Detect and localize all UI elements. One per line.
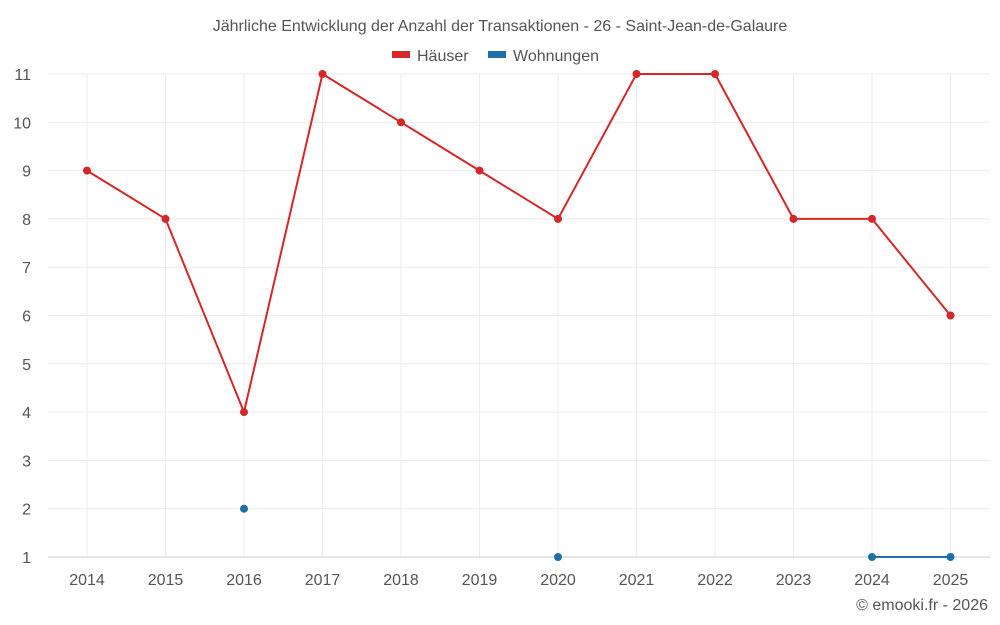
legend-label: Häuser xyxy=(417,48,469,65)
data-point xyxy=(946,553,955,561)
x-tick-label: 2017 xyxy=(305,572,341,589)
x-tick-label: 2022 xyxy=(697,572,733,589)
legend-item[interactable]: Häuser xyxy=(392,48,469,65)
y-tick-label: 4 xyxy=(22,405,31,422)
credit-text: © emooki.fr - 2026 xyxy=(856,597,988,614)
data-point xyxy=(554,214,562,223)
x-tick-label: 2016 xyxy=(226,572,262,589)
x-tick-label: 2019 xyxy=(462,572,498,589)
x-tick-label: 2018 xyxy=(383,572,419,589)
data-point xyxy=(83,166,91,175)
data-point xyxy=(632,70,641,78)
legend-item[interactable]: Wohnungen xyxy=(488,48,599,65)
x-tick-label: 2023 xyxy=(776,572,812,589)
series-1 xyxy=(240,504,955,561)
data-point xyxy=(946,311,955,320)
y-tick-label: 5 xyxy=(22,357,31,374)
y-tick-label: 9 xyxy=(22,164,31,181)
y-tick-label: 10 xyxy=(13,115,31,132)
x-tick-label: 2020 xyxy=(540,572,576,589)
y-tick-label: 6 xyxy=(22,309,31,326)
axes: 1 2 3 4 5 6 7 8 9 10 11 2014 2015 2016 2017 2018 2019 202… xyxy=(13,67,990,589)
chart-title: Jährliche Entwicklung der Anzahl der Tra… xyxy=(213,18,788,35)
data-point xyxy=(554,553,562,561)
data-point xyxy=(161,214,170,223)
data-point xyxy=(711,70,719,78)
data-point xyxy=(240,408,248,417)
x-tick-label: 2021 xyxy=(619,572,655,589)
x-tick-label: 2014 xyxy=(69,572,105,589)
y-tick-label: 8 xyxy=(22,212,31,229)
x-tick-label: 2015 xyxy=(148,572,184,589)
series-line xyxy=(86,72,952,416)
y-tick-label: 2 xyxy=(22,502,31,519)
y-tick-label: 3 xyxy=(22,453,31,470)
y-tick-label: 7 xyxy=(22,260,31,277)
data-point xyxy=(868,553,876,561)
data-point xyxy=(397,118,405,127)
legend: Häuser Wohnungen xyxy=(392,48,599,65)
data-point xyxy=(789,214,798,223)
data-point xyxy=(318,70,327,78)
series-0 xyxy=(83,70,955,417)
series-group xyxy=(83,70,955,561)
grid xyxy=(48,73,990,558)
data-point xyxy=(240,504,248,513)
legend-swatch xyxy=(392,51,410,58)
y-tick-label: 11 xyxy=(14,67,31,84)
x-tick-label: 2024 xyxy=(854,572,890,589)
legend-label: Wohnungen xyxy=(513,48,599,65)
x-tick-label: 2025 xyxy=(933,572,969,589)
legend-swatch xyxy=(488,51,506,58)
y-tick-label: 1 xyxy=(22,550,31,567)
data-point xyxy=(475,166,484,175)
data-point xyxy=(868,214,876,223)
